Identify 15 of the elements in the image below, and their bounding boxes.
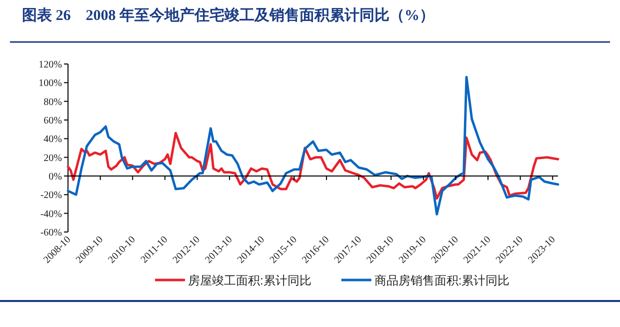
line-series — [66, 132, 560, 200]
y-tick-label: 120% — [38, 60, 62, 70]
y-tick-label: -40% — [40, 208, 62, 220]
legend-label: 商品房销售面积:累计同比 — [374, 274, 510, 288]
y-tick-label: 20% — [44, 152, 62, 164]
y-tick-label: 40% — [44, 134, 62, 146]
line-series — [66, 76, 560, 216]
legend-label: 房屋竣工面积:累计同比 — [188, 274, 312, 288]
y-tick-label: 80% — [44, 96, 62, 108]
y-tick-label: 0% — [48, 172, 62, 182]
y-tick-label: -60% — [40, 228, 62, 238]
y-tick-label: 60% — [44, 116, 62, 126]
y-tick-label: -20% — [40, 190, 62, 202]
y-tick-label: 100% — [38, 78, 62, 90]
chart-title: 图表 26 2008 年至今地产住宅竣工及销售面积累计同比（%） — [22, 6, 434, 24]
